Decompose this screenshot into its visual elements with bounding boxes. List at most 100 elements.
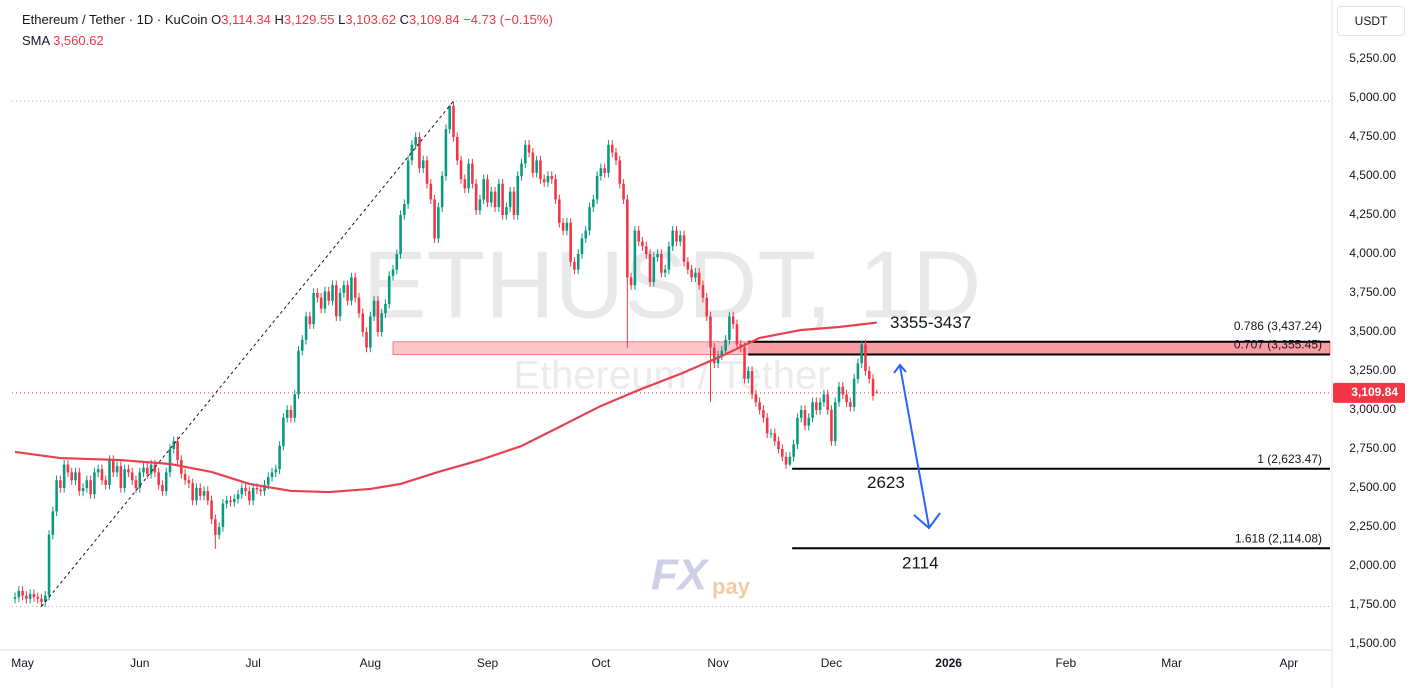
candle-body <box>410 144 414 161</box>
candle-body <box>372 300 376 317</box>
candle-body <box>629 277 633 286</box>
candle-body <box>584 230 588 239</box>
candle-body <box>161 484 164 492</box>
candle-body <box>720 350 724 356</box>
candle-body <box>455 136 459 161</box>
annotation: 2623 <box>867 473 905 492</box>
ohlc-value: 3,129.55 <box>283 12 335 27</box>
y-tick-label: 2,250.00 <box>1349 519 1396 533</box>
candle-body <box>17 590 21 598</box>
candle-body <box>274 469 278 473</box>
candle-body <box>569 222 572 262</box>
candle-body <box>867 370 871 379</box>
candle-body <box>796 417 799 445</box>
candle-body <box>127 469 130 473</box>
candle-body <box>221 503 225 527</box>
y-tick-label: 4,250.00 <box>1349 207 1396 221</box>
candle-body <box>709 316 712 348</box>
candle-body <box>323 291 327 309</box>
candle-body <box>818 402 822 410</box>
candle-body <box>319 297 323 309</box>
candle-body <box>395 253 399 270</box>
candle-body <box>546 175 550 183</box>
candle-body <box>595 175 599 200</box>
candle-body <box>788 456 792 465</box>
candle-body <box>282 417 285 446</box>
logo-text: pay <box>712 574 751 599</box>
x-tick-label: Nov <box>707 656 728 670</box>
projection-arrow <box>893 363 941 530</box>
candle-body <box>285 409 289 418</box>
candle-body <box>765 417 769 434</box>
candle-body <box>85 480 89 488</box>
last-price-label: 3,109.84 <box>1351 385 1398 399</box>
y-tick-label: 2,000.00 <box>1349 558 1396 572</box>
candle-body <box>206 491 210 501</box>
candle-body <box>637 230 640 242</box>
candle-body <box>244 487 247 492</box>
y-tick-label: 1,500.00 <box>1349 636 1396 650</box>
x-tick-label: Oct <box>592 656 611 670</box>
candle-body <box>130 472 134 481</box>
candle-body <box>837 386 841 403</box>
indicator-name: SMA <box>22 33 50 48</box>
x-tick-label: Dec <box>821 656 842 670</box>
sma-line <box>14 321 877 494</box>
candle-body <box>115 466 119 473</box>
x-tick-label: Aug <box>360 656 381 670</box>
candle-body <box>565 222 569 231</box>
fib-level-label: 1.618 (2,114.08) <box>1235 531 1322 545</box>
candle-body <box>289 409 293 418</box>
candle-body <box>236 494 240 499</box>
candle-body <box>478 199 482 211</box>
candle-body <box>51 511 55 535</box>
candle-body <box>527 144 531 153</box>
candle-body <box>697 272 701 286</box>
ohlc-value: 3,109.84 <box>408 12 460 27</box>
candle-body <box>74 472 77 481</box>
candle-body <box>648 253 652 283</box>
candle-body <box>599 168 603 176</box>
candle-body <box>822 394 826 403</box>
y-tick-label: 3,250.00 <box>1349 363 1396 377</box>
candle-body <box>769 433 773 435</box>
candle-body <box>81 487 85 492</box>
candle-body <box>675 230 678 242</box>
candle-body <box>77 472 81 492</box>
candle-body <box>164 472 168 492</box>
x-tick-label: Mar <box>1161 656 1182 670</box>
candle-body <box>614 152 618 161</box>
candle-body <box>678 235 682 242</box>
candle-body <box>588 207 591 231</box>
currency-button[interactable]: USDT <box>1337 6 1405 36</box>
candle-body <box>875 392 879 394</box>
candle-body <box>176 441 179 460</box>
candle-body <box>610 144 614 153</box>
candle-body <box>712 347 716 364</box>
candle-body <box>871 378 875 396</box>
candle-body <box>576 253 580 270</box>
candle-body <box>387 275 391 304</box>
candle-body <box>773 433 777 442</box>
candle-body <box>100 469 104 481</box>
candle-body <box>656 253 659 258</box>
y-tick-label: 1,750.00 <box>1349 597 1396 611</box>
candle-body <box>561 222 565 231</box>
candle-body <box>811 402 814 418</box>
watermark-symbol: ETHUSDT, 1D <box>363 231 982 338</box>
candle-body <box>191 483 194 501</box>
candle-body <box>255 487 259 490</box>
candle-body <box>724 339 727 351</box>
x-tick-label: 2026 <box>935 656 962 670</box>
x-tick-label: Jun <box>130 656 149 670</box>
candle-body <box>36 597 39 599</box>
indicator-row[interactable]: SMA 3,560.62 <box>22 33 104 48</box>
candle-body <box>138 472 142 488</box>
candle-body <box>735 324 739 345</box>
candle-body <box>232 498 236 503</box>
candle-body <box>108 459 111 485</box>
candle-body <box>580 238 584 254</box>
candle-body <box>849 402 852 407</box>
candle-body <box>240 487 244 495</box>
